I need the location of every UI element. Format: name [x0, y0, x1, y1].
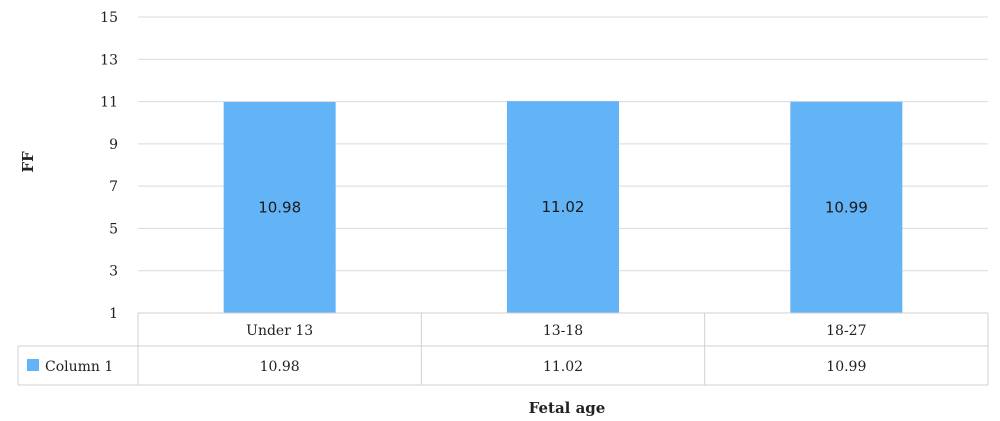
y-tick-label: 13 — [100, 52, 118, 68]
bar — [790, 101, 903, 313]
y-tick-label: 11 — [100, 95, 118, 111]
bar-data-label: 10.99 — [825, 198, 868, 216]
table-value-cell: 10.98 — [260, 359, 300, 375]
x-tick-label: 13-18 — [543, 323, 583, 339]
y-tick-label: 3 — [109, 264, 118, 280]
bar — [507, 101, 619, 313]
y-tick-label: 1 — [109, 306, 118, 322]
legend-label: Column 1 — [45, 359, 113, 375]
bar — [223, 101, 336, 313]
y-tick-label: 5 — [109, 221, 118, 237]
bar-data-label: 10.98 — [258, 198, 301, 216]
x-tick-label: Under 13 — [246, 323, 313, 339]
y-axis-label: FF — [19, 151, 37, 173]
bars: 10.98 11.02 10.99 — [223, 101, 903, 313]
table-value-cell: 10.99 — [826, 359, 866, 375]
y-tick-label: 15 — [100, 10, 118, 26]
x-tick-label: 18-27 — [826, 323, 866, 339]
x-axis-label: Fetal age — [529, 399, 606, 417]
bar-data-label: 11.02 — [542, 198, 585, 216]
y-tick-label: 9 — [109, 137, 118, 153]
legend-swatch — [27, 359, 39, 371]
table-value-cell: 11.02 — [543, 359, 583, 375]
y-tick-label: 7 — [109, 179, 118, 195]
data-table: Under 13 10.98 13-18 11.02 18-27 10.99 Column … — [17, 312, 989, 386]
